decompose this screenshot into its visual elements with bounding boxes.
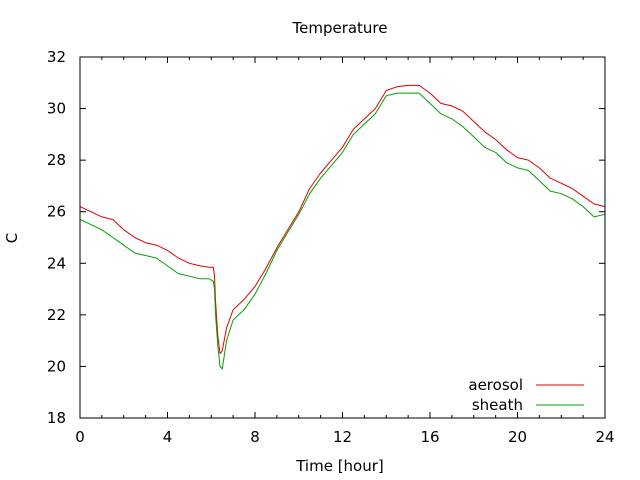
x-tick-label: 20 [508,428,527,446]
legend-label-sheath: sheath [472,396,523,414]
x-tick-label: 16 [420,428,439,446]
series-line-aerosol [79,84,606,354]
y-tick-label: 18 [47,409,66,427]
x-tick-label: 8 [250,428,260,446]
y-tick-label: 22 [47,306,66,324]
y-axis-title: C [3,233,21,243]
series-line-sheath [79,92,606,370]
x-tick-label: 4 [163,428,173,446]
y-tick-label: 26 [47,203,66,221]
chart-title: Temperature [291,19,387,37]
x-tick-label: 0 [75,428,85,446]
y-tick-label: 32 [47,48,66,66]
x-tick-label: 12 [333,428,352,446]
x-axis-title: Time [hour] [295,457,384,475]
x-tick-label: 24 [595,428,614,446]
y-tick-label: 20 [47,357,66,375]
plot-series [79,84,606,370]
axis-ticks: 0 4 8 12 16 20 24 18 20 22 24 26 28 30 32 [47,48,615,446]
legend-label-aerosol: aerosol [468,376,523,394]
legend: aerosol sheath [468,376,584,414]
y-tick-label: 30 [47,100,66,118]
y-tick-label: 28 [47,151,66,169]
plot-frame [79,56,606,419]
y-tick-label: 24 [47,254,66,272]
